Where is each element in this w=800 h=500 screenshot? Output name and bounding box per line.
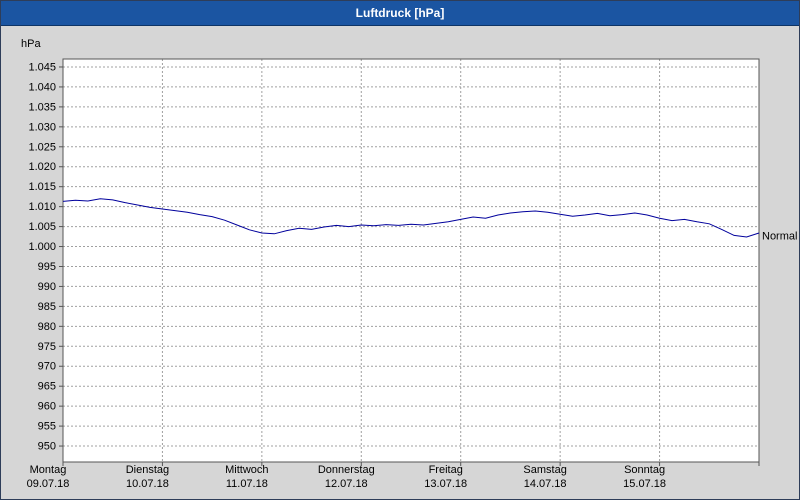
x-day-date-label: 12.07.18: [325, 478, 368, 490]
y-tick-label: 985: [38, 301, 56, 313]
window-titlebar: Luftdruck [hPa]: [1, 1, 799, 26]
x-day-name-label: Freitag: [429, 464, 463, 476]
y-tick-label: 990: [38, 281, 56, 293]
plot-background: [63, 59, 759, 462]
x-day-date-label: 15.07.18: [623, 478, 666, 490]
x-day-name-label: Dienstag: [126, 464, 169, 476]
y-tick-label: 960: [38, 401, 56, 413]
window-title: Luftdruck [hPa]: [355, 6, 445, 20]
y-tick-label: 1.025: [28, 141, 56, 153]
x-day-name-label: Mittwoch: [225, 464, 268, 476]
y-tick-label: 1.035: [28, 101, 56, 113]
y-tick-label: 1.015: [28, 181, 56, 193]
x-day-date-label: 10.07.18: [126, 478, 169, 490]
y-tick-label: 1.000: [28, 241, 56, 253]
pressure-line: [62, 198, 760, 238]
normal-annotation-label: Normal: [762, 230, 797, 242]
y-tick-label: 1.040: [28, 81, 56, 93]
x-day-date-label: 11.07.18: [226, 478, 268, 490]
pressure-chart-canvas: 1.045 1.040 1.035 1.030 1.025 1.020 1.015 1.010…: [21, 38, 797, 490]
y-tick-label: 980: [38, 321, 56, 333]
y-tick-label: 1.030: [28, 121, 56, 133]
y-tick-label: 970: [38, 361, 56, 373]
x-day-name-label: Samstag: [523, 464, 566, 476]
y-tick-label: 1.005: [28, 221, 56, 233]
y-axis-unit-label: hPa: [21, 38, 41, 50]
pressure-chart: 1.045 1.040 1.035 1.030 1.025 1.020 1.015 1.010…: [1, 26, 799, 499]
y-tick-label: 1.045: [28, 61, 56, 73]
y-tick-label: 955: [38, 421, 56, 433]
y-tick-label: 1.020: [28, 161, 56, 173]
x-day-name-label: Donnerstag: [318, 464, 375, 476]
plot-frame: [62, 58, 760, 463]
y-tick-label: 965: [38, 381, 56, 393]
y-tick-label: 975: [38, 341, 56, 353]
x-day-date-label: 14.07.18: [524, 478, 567, 490]
y-tick-label: 1.010: [28, 201, 56, 213]
y-tick-label: 995: [38, 261, 56, 273]
y-tick-label: 950: [38, 441, 56, 453]
x-day-name-label: Montag: [30, 464, 67, 476]
x-day-date-label: 13.07.18: [424, 478, 467, 490]
x-day-name-label: Sonntag: [624, 464, 665, 476]
x-day-date-label: 09.07.18: [27, 478, 70, 490]
